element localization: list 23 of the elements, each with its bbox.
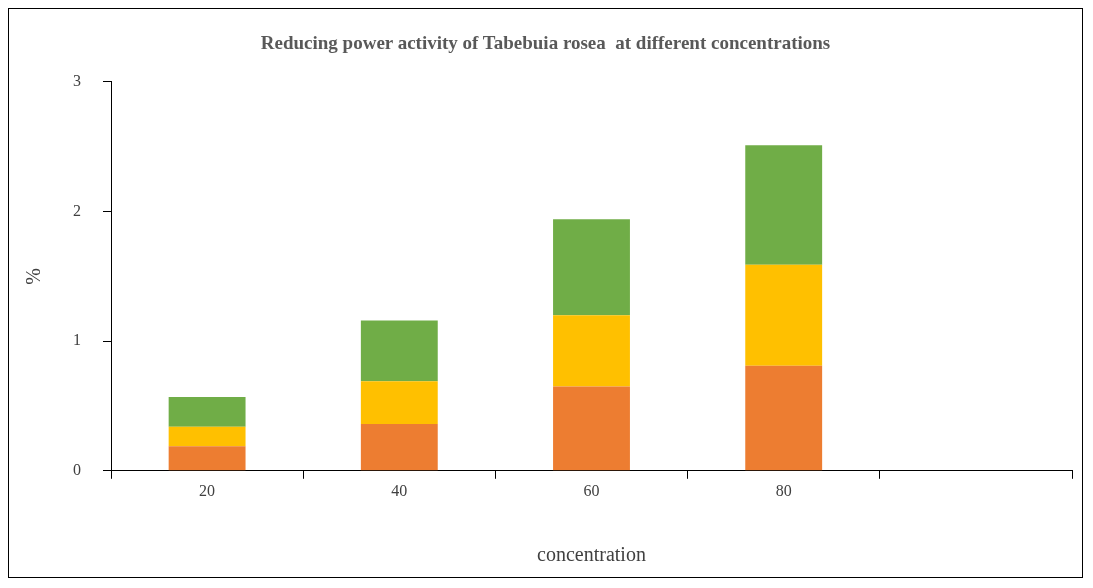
- y-tick-label: 3: [73, 72, 81, 89]
- bar: [745, 264, 823, 366]
- bar: [553, 315, 630, 387]
- bar: [168, 426, 246, 447]
- bar: [553, 386, 630, 471]
- x-tick-label: 20: [199, 481, 216, 499]
- bar: [168, 396, 246, 427]
- y-axis-title: %: [22, 267, 45, 285]
- y-tick-label: 1: [73, 331, 81, 349]
- x-tick-label: 80: [775, 481, 792, 499]
- chart-title: Reducing power activity of Tabebuia rosea at different concentrations: [260, 32, 831, 54]
- bar: [360, 424, 438, 471]
- bar: [745, 145, 823, 265]
- x-tick-label: 40: [391, 481, 408, 499]
- bar: [553, 219, 630, 316]
- y-tick-label: 2: [73, 201, 81, 219]
- bar: [168, 446, 246, 471]
- bar: [745, 365, 823, 471]
- x-axis-title: concentration: [537, 543, 646, 566]
- bar: [360, 381, 438, 425]
- bar: [360, 320, 438, 382]
- y-tick-label: 0: [73, 461, 81, 478]
- x-tick-label: 60: [583, 481, 600, 499]
